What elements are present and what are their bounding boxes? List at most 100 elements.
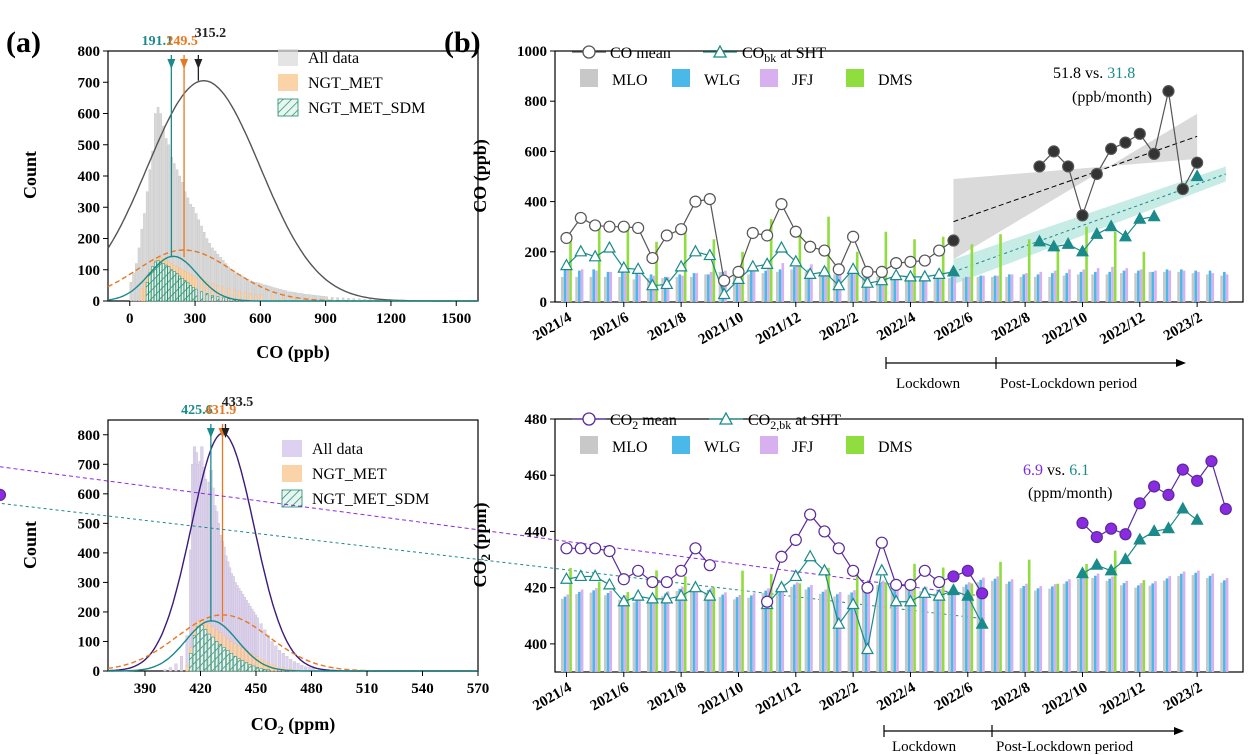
- legend-swatch-jfj: [760, 436, 778, 454]
- station-bar-jfj: [967, 582, 971, 672]
- hist-bar-sdm: [189, 285, 192, 302]
- station-bar-wlg: [1180, 269, 1183, 302]
- station-bar-wlg: [678, 588, 681, 672]
- y-tick-label: 440: [525, 524, 548, 540]
- station-bar-jfj: [781, 263, 785, 302]
- hist-bar-sdm: [227, 298, 231, 302]
- hist-bar-sdm: [207, 633, 211, 672]
- fit-curve: [107, 614, 478, 672]
- station-bar-jfj: [939, 588, 942, 672]
- legend-marker-co2-mean: [582, 412, 596, 426]
- station-bar-wlg: [821, 591, 825, 672]
- station-bar-jfj: [1211, 573, 1215, 672]
- legend-label-ngt: NGT_MET: [312, 466, 387, 483]
- station-bar-wlg: [907, 584, 911, 672]
- x-axis-title: CO2 (ppm): [251, 714, 336, 737]
- trend-bands: [953, 113, 1226, 285]
- legend-label-co2-mean: CO2 mean: [610, 412, 677, 432]
- station-bar-jfj: [752, 593, 756, 672]
- station-bar-dms: [1027, 559, 1031, 672]
- station-bar-dms: [1056, 583, 1060, 672]
- marker-label: 425.6: [181, 403, 213, 418]
- station-bar-mlo: [890, 583, 894, 672]
- mean-marker: [775, 550, 788, 563]
- x-tick-label: 2022/6: [932, 679, 977, 714]
- x-tick-label: 1200: [376, 311, 406, 327]
- station-bar-jfj: [681, 586, 684, 672]
- legend-swatch-mlo: [580, 436, 598, 454]
- hist-bar-all: [309, 294, 312, 302]
- station-bar-wlg: [965, 584, 968, 672]
- mean-marker: [818, 525, 831, 538]
- station-bar-dms: [741, 251, 744, 302]
- legend-swatch-ngt: [282, 465, 302, 482]
- station-bar-jfj: [1010, 274, 1014, 302]
- hist-bar-ngt: [260, 294, 263, 302]
- y-tick-label: 300: [78, 575, 101, 591]
- bk-marker: [559, 258, 573, 271]
- lockdown-label: Lockdown: [896, 376, 961, 392]
- station-bar-mlo: [704, 274, 707, 302]
- station-bar-mlo: [732, 599, 736, 672]
- station-bar-mlo: [1105, 580, 1109, 672]
- station-bar-wlg: [893, 581, 896, 672]
- hist-bar-sdm: [178, 275, 182, 302]
- station-bar-jfj: [609, 271, 613, 302]
- station-bar-jfj: [824, 266, 828, 302]
- marker-arrow: [167, 59, 176, 69]
- hist-bar-sdm: [218, 644, 222, 672]
- station-bar-jfj: [666, 276, 670, 302]
- station-bar-dms: [970, 583, 974, 672]
- x-tick-label: 570: [467, 681, 490, 697]
- station-bar-mlo: [1005, 276, 1008, 302]
- station-bar-wlg: [1051, 586, 1054, 672]
- station-bar-jfj: [1025, 273, 1028, 302]
- y-tick-label: 800: [525, 94, 548, 110]
- station-bar-wlg: [936, 275, 939, 302]
- station-bar-wlg: [879, 582, 882, 672]
- mean-marker: [1148, 147, 1161, 161]
- bk-marker: [1190, 169, 1204, 182]
- station-bar-jfj: [781, 583, 785, 672]
- hist-bar-sdm: [162, 263, 165, 302]
- series-lines: [559, 85, 1204, 300]
- station-bar-jfj: [595, 270, 598, 302]
- trend-annotation-unit: (ppb/month): [1072, 89, 1152, 106]
- station-bar-jfj: [1168, 270, 1172, 302]
- bk-marker: [889, 594, 903, 607]
- y-tick-label: 400: [525, 195, 548, 211]
- x-axis-title: CO (ppb): [256, 342, 330, 363]
- station-bar-mlo: [904, 586, 908, 672]
- station-bar-jfj: [996, 275, 1000, 302]
- station-bar-mlo: [1033, 590, 1037, 672]
- y-tick-label: 100: [78, 263, 101, 279]
- bk-marker: [803, 549, 817, 562]
- legend-label-co-bk: CObk at SHT: [742, 45, 826, 65]
- station-bar-dms: [999, 561, 1002, 672]
- hist-bar-sdm: [192, 635, 197, 672]
- station-bar-dms: [655, 241, 658, 302]
- bk-marker: [846, 597, 860, 610]
- hist-bar-all: [241, 275, 244, 302]
- station-bar-wlg: [979, 275, 982, 302]
- station-bar-wlg: [592, 269, 595, 302]
- station-bar-mlo: [1148, 585, 1152, 672]
- y-axis-ticks: 400 420 440 460 480: [525, 412, 555, 653]
- hist-bar-sdm: [211, 636, 215, 672]
- station-bar-jfj: [910, 274, 914, 302]
- bk-marker: [803, 267, 817, 279]
- station-bar-mlo: [818, 273, 822, 302]
- mean-marker: [732, 265, 745, 278]
- station-bar-jfj: [767, 264, 770, 302]
- station-bar-dms: [1056, 246, 1060, 302]
- mean-marker: [675, 564, 688, 577]
- station-bar-dms: [798, 583, 802, 672]
- legend-label-dms: DMS: [878, 72, 913, 89]
- station-bar-dms: [999, 234, 1002, 302]
- mean-marker: [861, 265, 874, 278]
- mean-marker: [890, 578, 903, 591]
- mean-marker: [976, 587, 989, 600]
- station-bar-dms: [884, 582, 888, 672]
- marker-label: 315.2: [195, 26, 227, 41]
